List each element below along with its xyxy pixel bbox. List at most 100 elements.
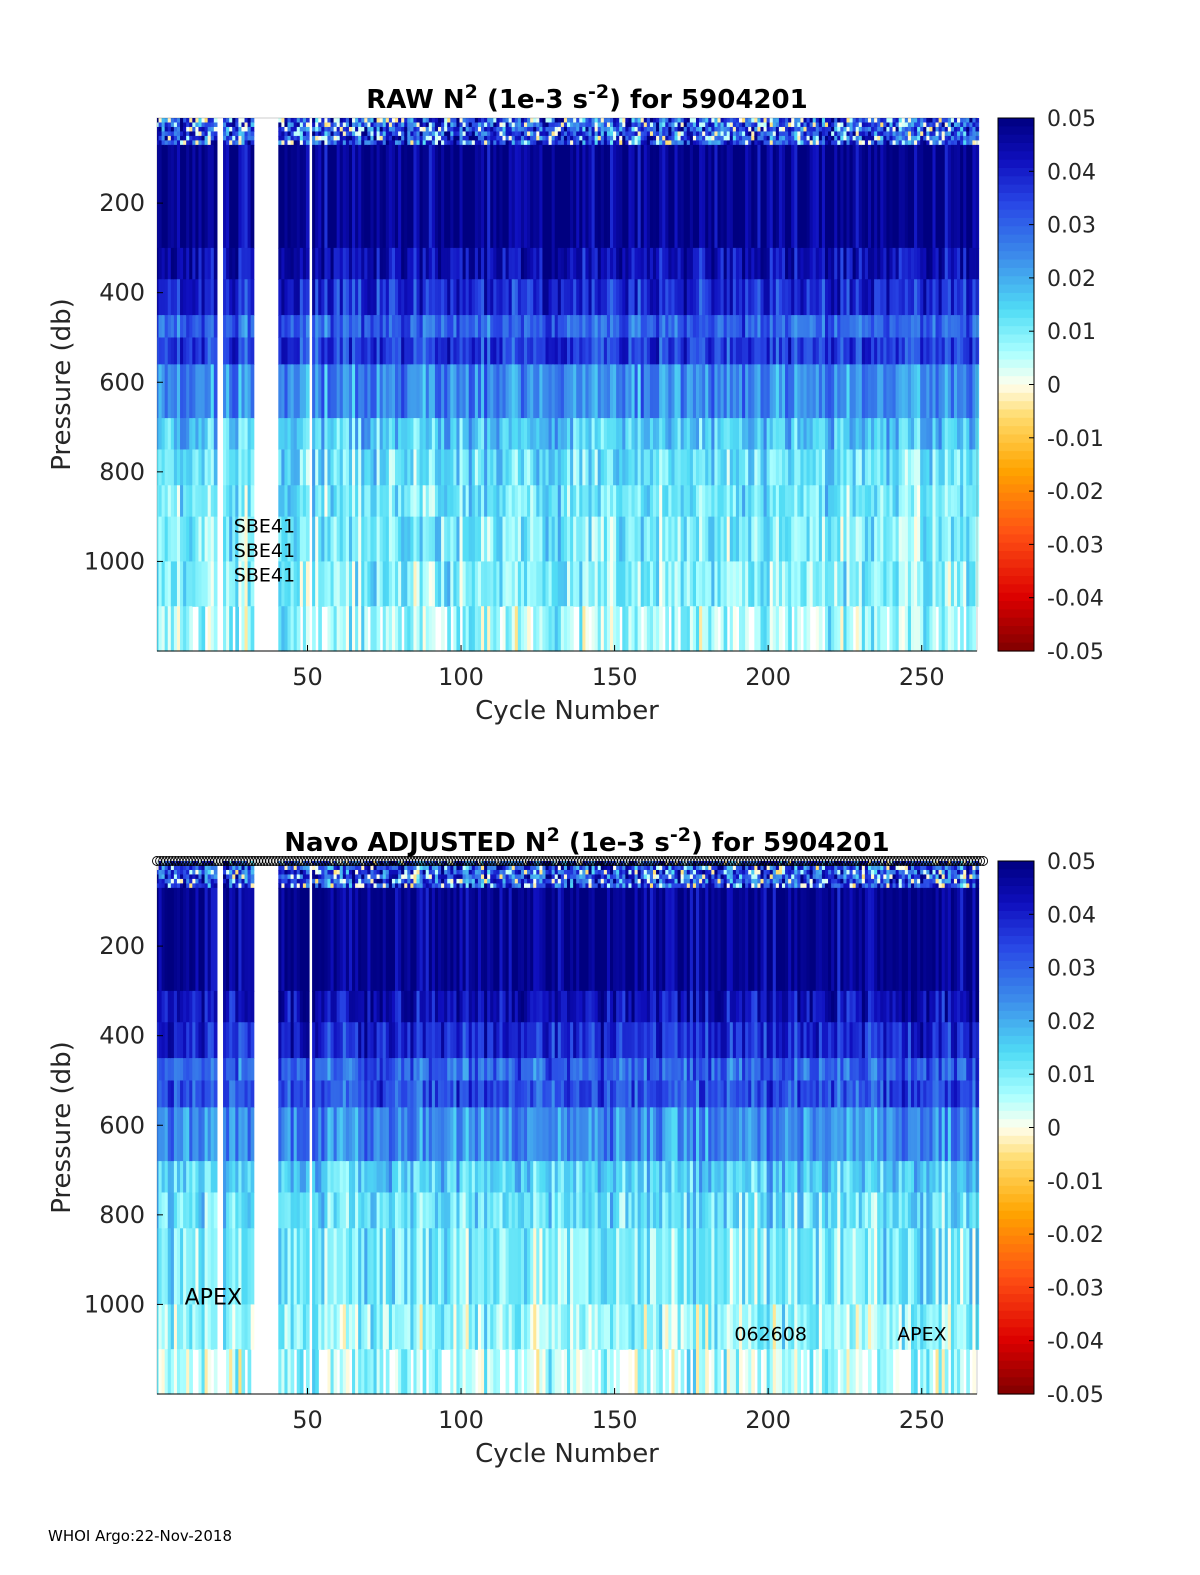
heatmap-cell [920, 126, 924, 133]
heatmap-cell [932, 131, 937, 137]
heatmap-cell [425, 279, 430, 316]
heatmap-cell [597, 140, 602, 146]
heatmap-cell [944, 247, 949, 280]
heatmap-cell [548, 561, 553, 607]
heatmap-cell [385, 315, 390, 339]
heatmap-cell [947, 418, 952, 451]
heatmap-cell [533, 140, 537, 146]
heatmap-cell [281, 337, 286, 365]
heatmap-cell [852, 247, 857, 280]
heatmap-cell [376, 485, 381, 518]
heatmap-cell [226, 606, 230, 652]
heatmap-cell [539, 247, 544, 280]
heatmap-cell [732, 364, 737, 419]
heatmap-cell [333, 561, 338, 607]
heatmap-cell [161, 131, 166, 137]
heatmap-cell [901, 122, 906, 128]
heatmap-cell [917, 279, 921, 316]
heatmap-cell [235, 561, 239, 607]
heatmap-cell [742, 606, 746, 652]
heatmap-cell [496, 279, 501, 316]
heatmap-cell [616, 315, 620, 339]
heatmap-cell [391, 126, 396, 133]
heatmap-cell [720, 131, 725, 137]
heatmap-cell [180, 364, 184, 419]
heatmap-cell [367, 279, 372, 316]
heatmap-cell [170, 135, 175, 141]
heatmap-cell [941, 135, 946, 141]
heatmap-cell [327, 126, 332, 133]
heatmap-cell [628, 364, 633, 419]
heatmap-cell [192, 990, 196, 1023]
heatmap-cell [794, 561, 798, 607]
heatmap-cell [299, 140, 304, 146]
heatmap-cell [514, 126, 519, 133]
heatmap-cell [517, 279, 522, 316]
heatmap-cell [364, 449, 368, 486]
heatmap-cell [957, 315, 961, 339]
heatmap-cell [511, 606, 516, 652]
heatmap-cell [665, 418, 669, 451]
heatmap-cell [192, 279, 196, 316]
heatmap-cell [775, 118, 780, 124]
heatmap-cell [167, 279, 172, 316]
heatmap-cell [867, 135, 872, 141]
heatmap-cell [818, 122, 823, 128]
heatmap-cell [914, 247, 918, 280]
heatmap-cell [416, 337, 421, 365]
heatmap-cell [213, 364, 218, 419]
heatmap-cell [628, 126, 633, 133]
heatmap-cell [588, 418, 593, 451]
heatmap-cell [161, 485, 166, 518]
heatmap-cell [852, 140, 857, 146]
heatmap-cell [318, 140, 322, 146]
heatmap-cell [278, 337, 282, 365]
heatmap-cell [213, 337, 218, 365]
heatmap-cell [167, 135, 172, 141]
heatmap-cell [536, 516, 540, 563]
heatmap-cell [834, 140, 838, 146]
heatmap-cell [880, 131, 884, 137]
heatmap-cell [447, 135, 451, 141]
heatmap-cell [345, 418, 350, 451]
heatmap-cell [960, 118, 964, 124]
heatmap-cell [616, 247, 620, 280]
heatmap-cell [957, 279, 961, 316]
colorbar-tick-label: 0.03 [1047, 214, 1096, 239]
heatmap-cell [745, 118, 749, 124]
heatmap-cell [379, 144, 384, 249]
heatmap-cell [176, 874, 181, 880]
heatmap-cell [192, 315, 196, 339]
heatmap-cell [287, 135, 292, 141]
heatmap-cell [619, 135, 623, 141]
heatmap-cell [858, 247, 863, 280]
heatmap-cell [751, 118, 755, 124]
heatmap-cell [619, 247, 623, 280]
heatmap-cell [717, 315, 722, 339]
heatmap-cell [975, 315, 980, 339]
heatmap-cell [901, 135, 906, 141]
heatmap-cell [588, 516, 593, 563]
heatmap-cell [680, 126, 685, 133]
heatmap-cell [173, 131, 178, 137]
heatmap-cell [398, 247, 402, 280]
heatmap-cell [379, 126, 384, 133]
heatmap-cell [204, 135, 209, 141]
heatmap-cell [613, 279, 617, 316]
heatmap-cell [524, 561, 528, 607]
colorbar-swatch [998, 526, 1034, 536]
heatmap-cell [726, 337, 731, 365]
heatmap-cell [695, 135, 700, 141]
heatmap-cell [864, 126, 869, 133]
heatmap-cell [920, 118, 924, 124]
heatmap-cell [711, 122, 715, 128]
heatmap-cell [520, 418, 525, 451]
heatmap-cell [686, 561, 691, 607]
heatmap-cell [287, 122, 292, 128]
heatmap-cell [785, 485, 789, 518]
heatmap-cell [745, 337, 749, 365]
heatmap-cell [818, 418, 823, 451]
heatmap-cell [284, 140, 289, 146]
heatmap-cell [781, 135, 786, 141]
heatmap-cell [960, 140, 964, 146]
